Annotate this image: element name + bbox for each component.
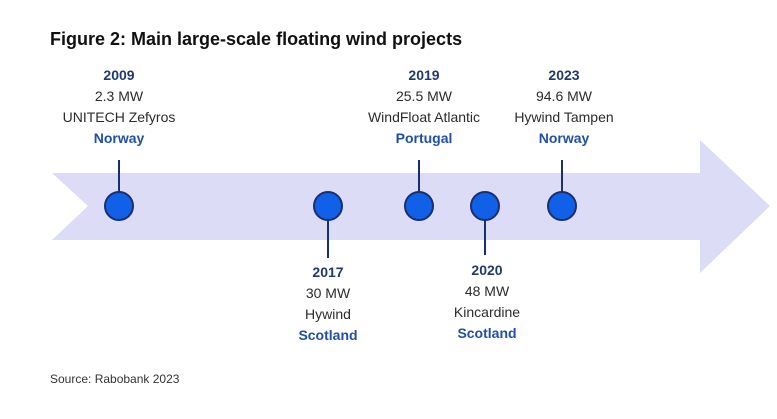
project-year: 2019 bbox=[408, 67, 440, 83]
project-name: Kincardine bbox=[453, 304, 521, 320]
project-label-2023: 2023 94.6 MW Hywind Tampen Norway bbox=[474, 65, 654, 149]
project-country: Scotland bbox=[457, 325, 517, 341]
project-name: Hywind Tampen bbox=[514, 109, 614, 125]
project-capacity: 94.6 MW bbox=[535, 88, 592, 104]
figure-title: Figure 2: Main large-scale floating wind… bbox=[50, 29, 463, 49]
milestone-dot-2020 bbox=[470, 191, 500, 221]
project-country: Norway bbox=[93, 130, 145, 146]
milestone-dot-2023 bbox=[547, 191, 577, 221]
project-year: 2023 bbox=[548, 67, 580, 83]
project-country: Scotland bbox=[298, 327, 358, 343]
project-name: Hywind bbox=[305, 306, 351, 322]
milestone-dot-2019 bbox=[404, 191, 434, 221]
project-year: 2020 bbox=[471, 262, 503, 278]
milestone-dot-2017 bbox=[313, 191, 343, 221]
project-country: Norway bbox=[538, 130, 590, 146]
milestone-dot-2009 bbox=[104, 191, 134, 221]
source-note: Source: Rabobank 2023 bbox=[50, 372, 180, 386]
project-capacity: 2.3 MW bbox=[94, 88, 144, 104]
project-country: Portugal bbox=[395, 130, 453, 146]
project-label-2017: 2017 30 MW Hywind Scotland bbox=[238, 262, 418, 346]
project-year: 2009 bbox=[103, 67, 135, 83]
project-capacity: 30 MW bbox=[305, 285, 351, 301]
project-name: WindFloat Atlantic bbox=[367, 109, 481, 125]
project-name: UNITECH Zefyros bbox=[62, 109, 176, 125]
project-label-2009: 2009 2.3 MW UNITECH Zefyros Norway bbox=[29, 65, 209, 149]
project-capacity: 25.5 MW bbox=[395, 88, 452, 104]
project-year: 2017 bbox=[312, 264, 344, 280]
project-capacity: 48 MW bbox=[464, 283, 510, 299]
project-label-2020: 2020 48 MW Kincardine Scotland bbox=[397, 260, 577, 344]
project-label-2019: 2019 25.5 MW WindFloat Atlantic Portugal bbox=[334, 65, 514, 149]
